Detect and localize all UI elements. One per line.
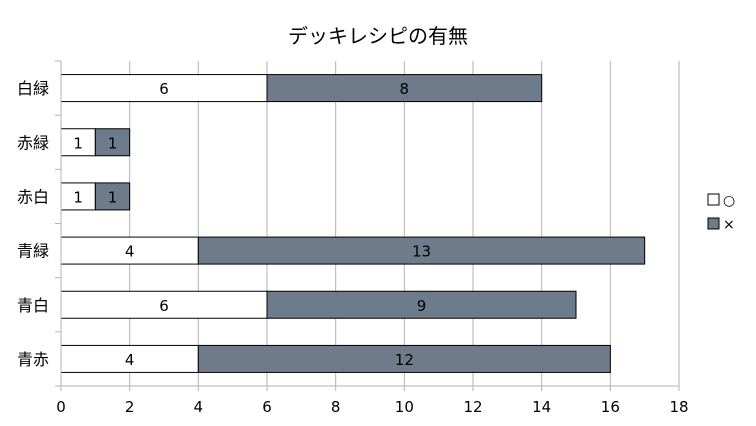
- legend-swatch: [707, 217, 720, 230]
- bar-segment-cross: [197, 344, 611, 373]
- category-label: 赤緑: [17, 133, 49, 152]
- x-tick-label: 16: [601, 398, 620, 416]
- category-label: 青白: [17, 296, 49, 315]
- data-label: 4: [125, 243, 135, 261]
- bar-segment-cross: [94, 128, 131, 157]
- data-label: 4: [125, 351, 135, 369]
- category-label: 白緑: [17, 79, 49, 98]
- legend: ○×: [707, 193, 735, 233]
- chart-title: デッキレシピの有無: [288, 24, 468, 48]
- x-tick-label: 4: [194, 398, 204, 416]
- data-label: 9: [417, 297, 427, 315]
- data-label: 1: [73, 134, 83, 152]
- x-tick-label: 18: [669, 398, 688, 416]
- bar-segment-cross: [197, 236, 646, 265]
- data-label: 8: [400, 80, 410, 98]
- legend-label: ○: [723, 193, 735, 209]
- data-label: 6: [159, 297, 169, 315]
- data-label: 1: [108, 188, 118, 206]
- x-tick-label: 6: [262, 398, 272, 416]
- bar-segment-circle: [60, 182, 96, 211]
- bar-segment-cross: [266, 290, 577, 319]
- data-label: 12: [395, 351, 414, 369]
- legend-label: ×: [723, 217, 735, 233]
- bar-segment-circle: [60, 236, 199, 265]
- data-label: 1: [73, 188, 83, 206]
- x-tick-label: 8: [331, 398, 341, 416]
- category-label: 赤白: [17, 187, 49, 206]
- bars: 6 8 1 1 1 1 4 13 6 9 4 12: [60, 74, 646, 373]
- data-label: 13: [412, 243, 431, 261]
- data-label: 1: [108, 134, 118, 152]
- bar-segment-cross: [94, 182, 131, 211]
- category-label: 青緑: [17, 242, 49, 261]
- category-label: 青赤: [17, 350, 49, 369]
- legend-swatch: [707, 193, 720, 206]
- x-tick-label: 2: [125, 398, 135, 416]
- x-tick-label: 12: [463, 398, 482, 416]
- x-tick-label: 14: [532, 398, 551, 416]
- bar-segment-circle: [60, 344, 199, 373]
- data-label: 6: [159, 80, 169, 98]
- bar-segment-circle: [60, 128, 96, 157]
- gridlines: [129, 61, 680, 386]
- bar-segment-cross: [266, 74, 543, 103]
- x-tick-label: 10: [395, 398, 414, 416]
- x-tick-label: 0: [56, 398, 66, 416]
